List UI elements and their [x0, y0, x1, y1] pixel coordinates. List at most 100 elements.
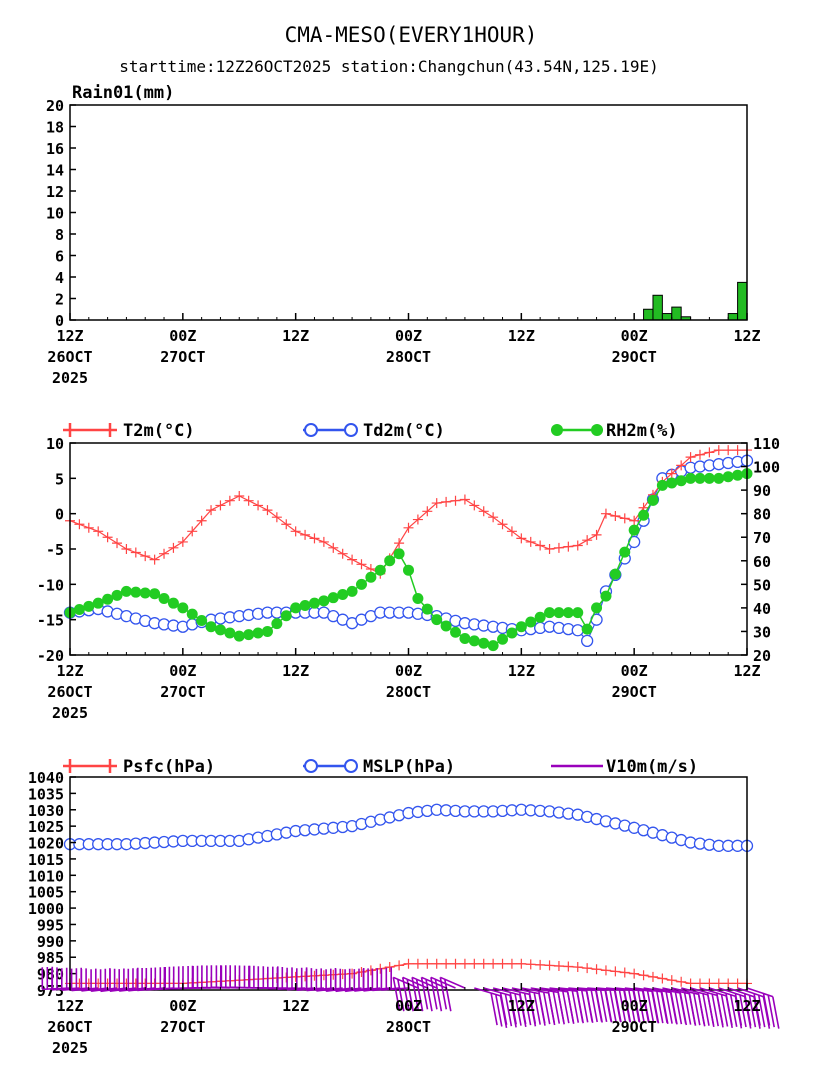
t2m-point — [224, 495, 235, 506]
y-tick-label: 10 — [46, 205, 64, 223]
wind-barb — [325, 968, 353, 992]
y-tick-label: 110 — [753, 435, 780, 453]
wind-barb — [109, 968, 136, 992]
legend-rh2m: RH2m(%) — [551, 421, 678, 441]
rh2m-point — [525, 616, 537, 628]
rh2m-point — [694, 472, 706, 484]
legend-td2m-marker — [344, 423, 358, 437]
t2m-point — [271, 512, 282, 523]
rh2m-point — [506, 627, 518, 639]
wind-barb — [70, 967, 99, 992]
legend-psfc: Psfc(hPa) — [63, 757, 215, 777]
t2m-point — [591, 529, 602, 540]
y-tick-label: 5 — [55, 470, 64, 488]
y-tick-label: 50 — [753, 576, 771, 594]
y-tick-label: 18 — [46, 119, 64, 137]
rh2m-point — [92, 597, 104, 609]
rh2m-point — [83, 600, 95, 612]
legend-mslp-label: MSLP(hPa) — [363, 757, 455, 777]
t2m-point — [356, 559, 367, 570]
t2m-point — [563, 541, 574, 552]
rh2m-point — [374, 564, 386, 576]
rh2m-point — [647, 494, 659, 506]
x-tick-label: 12Z — [508, 327, 535, 345]
psfc-point — [93, 978, 104, 989]
rh2m-point — [685, 472, 697, 484]
t2m-point — [694, 449, 705, 460]
t2m-point — [309, 533, 320, 544]
legend-td2m: Td2m(°C) — [303, 421, 445, 441]
psfc-point — [112, 978, 123, 989]
x-tick-date: 28OCT — [386, 348, 431, 366]
rh2m-point — [214, 624, 226, 636]
x-tick-label: 00Z — [395, 997, 422, 1015]
t2m-point — [112, 538, 123, 549]
psfc-point — [732, 978, 743, 989]
rh2m-point — [384, 555, 396, 567]
rh2m-point — [158, 592, 170, 604]
wind-barb — [344, 968, 372, 993]
t2m-point — [318, 536, 329, 547]
x-tick-date: 26OCT — [47, 683, 92, 701]
y-tick-label: 0 — [55, 312, 64, 330]
psfc-point — [694, 978, 705, 989]
psfc-point — [337, 969, 348, 980]
t2m-point — [253, 500, 264, 511]
wind-barb — [353, 968, 381, 992]
y-tick-label: 1035 — [28, 785, 64, 803]
rh2m-point — [722, 471, 734, 483]
rain-y-axis: 0 2 4 6 8 10 12 14 16 18 20 — [46, 97, 76, 330]
t2m-point — [206, 505, 217, 516]
rh2m-point — [327, 592, 339, 604]
x-tick-label: 12Z — [733, 327, 760, 345]
x-tick-date: 29OCT — [612, 683, 657, 701]
legend-td2m-marker — [304, 423, 318, 437]
psfc-point — [666, 975, 677, 986]
x-tick-year: 2025 — [52, 369, 88, 387]
t2m-point — [629, 515, 640, 526]
y-tick-label: 2 — [55, 291, 64, 309]
t2m-point — [177, 536, 188, 547]
psfc-point — [704, 978, 715, 989]
y-tick-label: 16 — [46, 140, 64, 158]
x-tick-label: 12Z — [56, 662, 83, 680]
rh2m-point — [167, 597, 179, 609]
temperature-humidity-panel: T2m(°C) Td2m(°C) RH2m(%) -20 -15 -10 -5 0 5 10… — [37, 421, 780, 722]
rh2m-point — [365, 571, 377, 583]
y-tick-label: -15 — [37, 612, 64, 630]
legend-psfc-label: Psfc(hPa) — [123, 757, 215, 777]
psfc-point — [713, 978, 724, 989]
psfc-point — [403, 958, 414, 969]
rh2m-point — [130, 586, 142, 598]
wind-barb — [296, 967, 324, 991]
rh2m-point — [609, 568, 621, 580]
rain-bar — [671, 306, 682, 321]
rh2m-point — [290, 602, 302, 614]
psfc-point — [422, 958, 433, 969]
psfc-point — [328, 969, 339, 980]
temp-x-axis: 12Z 26OCT 2025 00Z 27OCT 12Z 00Z 28OCT 12Z 00Z 29O… — [47, 648, 761, 722]
temperature-humidity-series — [63, 445, 754, 652]
rh2m-point — [224, 627, 236, 639]
t2m-point — [553, 542, 564, 553]
rh2m-point — [675, 475, 687, 487]
x-tick-label: 00Z — [169, 662, 196, 680]
y-tick-label: 995 — [37, 916, 64, 934]
y-tick-label: 60 — [753, 553, 771, 571]
figure-subtitle: starttime:12Z26OCT2025 station:Changchun… — [119, 57, 658, 76]
y-tick-label: -10 — [37, 576, 64, 594]
rh2m-point — [478, 637, 490, 649]
x-tick-date: 27OCT — [160, 348, 205, 366]
rh2m-point — [243, 629, 255, 641]
legend-psfc-marker — [68, 759, 112, 773]
y-tick-label: 990 — [37, 933, 64, 951]
rain-bar — [652, 294, 663, 321]
x-tick-date: 26OCT — [47, 348, 92, 366]
y-tick-label: -20 — [37, 647, 64, 665]
t2m-point — [102, 532, 113, 543]
psfc-point — [488, 958, 499, 969]
wind-barb — [286, 967, 315, 991]
wind-barb — [474, 987, 508, 1029]
td2m-point — [571, 624, 584, 637]
t2m-point — [130, 547, 141, 558]
